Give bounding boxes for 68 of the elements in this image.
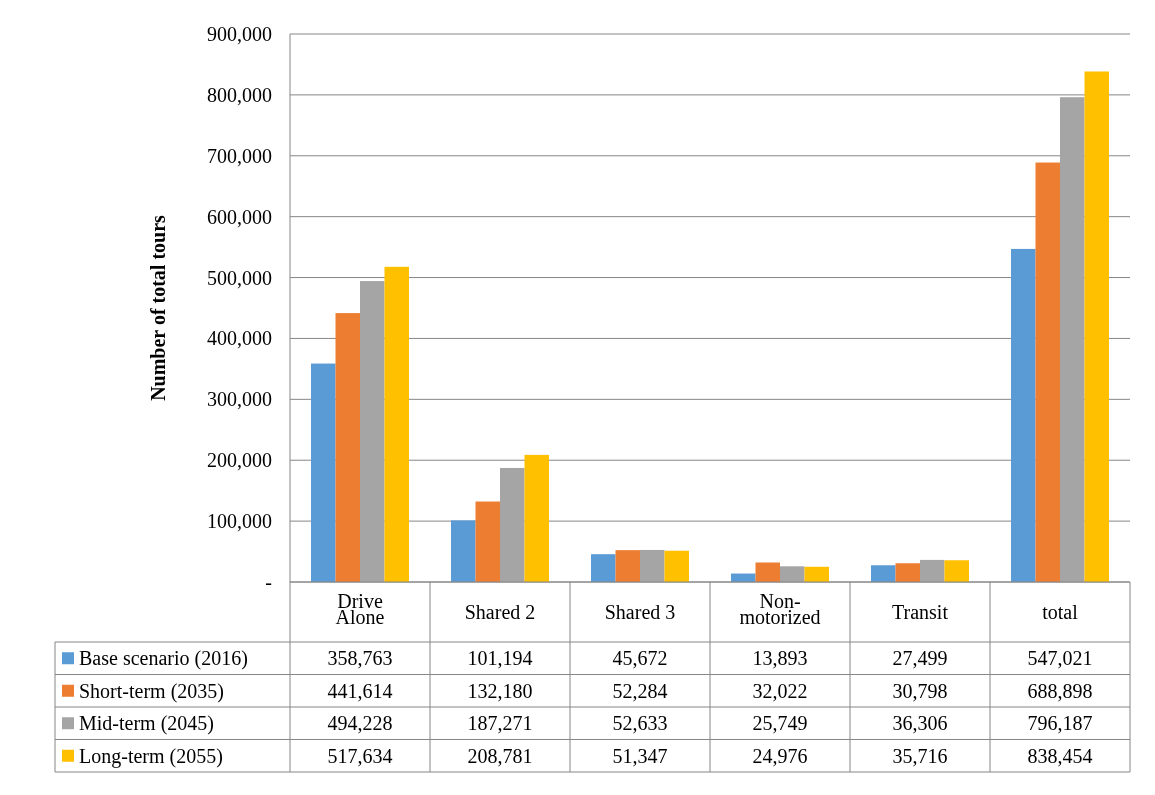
data-label: 45,672 bbox=[612, 647, 668, 670]
bar bbox=[451, 520, 476, 582]
bar bbox=[944, 560, 969, 582]
y-axis-title: Number of total tours bbox=[147, 214, 169, 401]
bar bbox=[475, 501, 500, 582]
bar bbox=[615, 550, 640, 582]
bar bbox=[871, 565, 896, 582]
data-label: 494,228 bbox=[327, 712, 393, 735]
y-tick-label: 400,000 bbox=[207, 327, 272, 350]
y-tick-label: 300,000 bbox=[207, 388, 272, 411]
legend-label: Long-term (2055) bbox=[79, 744, 223, 768]
data-label: 796,187 bbox=[1027, 712, 1093, 735]
data-label: 358,763 bbox=[327, 647, 393, 670]
data-label: 101,194 bbox=[467, 647, 533, 670]
data-label: 688,898 bbox=[1027, 679, 1093, 702]
y-tick-label: 600,000 bbox=[207, 205, 272, 228]
data-label: 517,634 bbox=[327, 744, 393, 767]
x-tick-label: Non-motorized bbox=[739, 589, 821, 628]
data-label: 27,499 bbox=[892, 647, 948, 670]
bar bbox=[384, 266, 409, 582]
x-tick-label: total bbox=[1042, 601, 1079, 623]
bar bbox=[524, 454, 549, 582]
data-label: 36,306 bbox=[892, 712, 948, 735]
y-tick-label: 900,000 bbox=[207, 23, 272, 45]
x-tick-label: Shared 2 bbox=[464, 601, 536, 623]
data-label: 52,284 bbox=[612, 679, 668, 702]
x-tick-label: Transit bbox=[892, 601, 949, 623]
bar bbox=[920, 559, 945, 582]
data-label: 838,454 bbox=[1027, 744, 1093, 767]
data-label: 132,180 bbox=[467, 679, 533, 702]
legend-label: Mid-term (2045) bbox=[79, 712, 214, 736]
bar bbox=[895, 563, 920, 582]
bar bbox=[335, 313, 360, 582]
data-label: 35,716 bbox=[892, 744, 948, 767]
bar bbox=[664, 550, 689, 582]
bar bbox=[1011, 248, 1036, 582]
bar bbox=[311, 363, 336, 582]
y-tick-label: - bbox=[265, 571, 272, 593]
x-tick-label: Shared 3 bbox=[604, 601, 676, 623]
data-label: 32,022 bbox=[752, 679, 808, 702]
y-tick-label: 800,000 bbox=[207, 83, 272, 106]
bar bbox=[1035, 162, 1060, 582]
bar bbox=[640, 549, 665, 582]
data-label: 187,271 bbox=[467, 712, 533, 735]
y-tick-label: 200,000 bbox=[207, 449, 272, 472]
bar bbox=[360, 281, 385, 582]
data-label: 208,781 bbox=[467, 744, 533, 767]
data-label: 13,893 bbox=[752, 647, 808, 670]
y-tick-label: 700,000 bbox=[207, 144, 272, 167]
data-label: 52,633 bbox=[612, 712, 668, 735]
y-tick-label: 100,000 bbox=[207, 510, 272, 533]
bar bbox=[755, 562, 780, 582]
legend-label: Short-term (2035) bbox=[79, 679, 224, 703]
y-tick-label: 500,000 bbox=[207, 266, 272, 289]
data-label: 51,347 bbox=[612, 744, 668, 767]
bar bbox=[804, 566, 829, 582]
data-label: 25,749 bbox=[752, 712, 808, 735]
bar bbox=[780, 566, 805, 582]
x-tick-label: Drive Alone bbox=[335, 589, 385, 628]
data-label: 30,798 bbox=[892, 679, 948, 702]
data-label: 24,976 bbox=[752, 744, 808, 767]
bar bbox=[1084, 71, 1109, 582]
legend-label: Base scenario (2016) bbox=[79, 647, 248, 671]
data-label: 547,021 bbox=[1027, 647, 1093, 670]
data-label: 441,614 bbox=[327, 679, 393, 702]
bar bbox=[500, 467, 525, 582]
bar bbox=[591, 554, 616, 582]
bar bbox=[1060, 97, 1085, 582]
